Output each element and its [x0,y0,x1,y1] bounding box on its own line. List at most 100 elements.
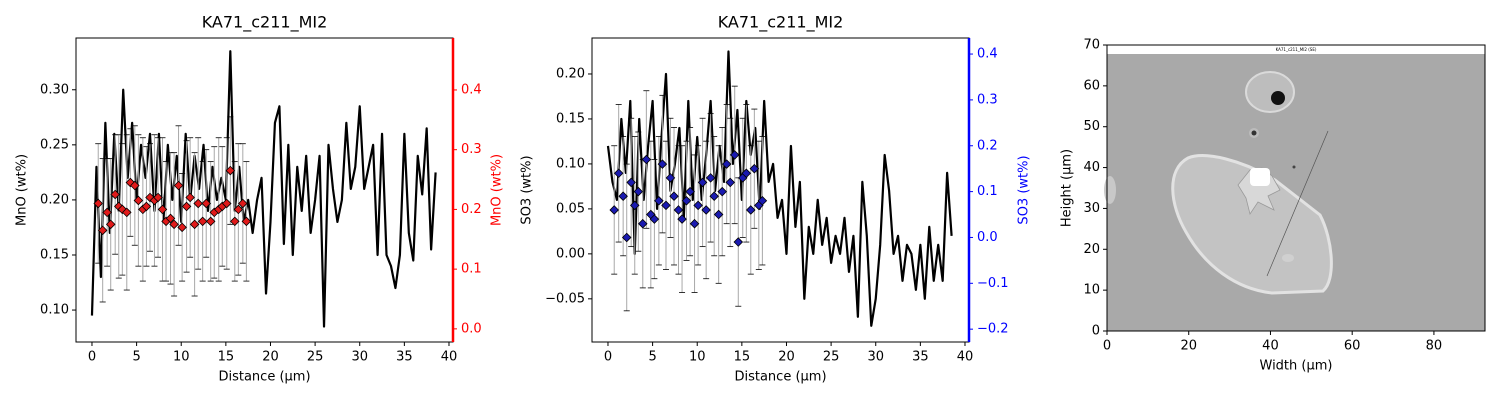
data-point [689,218,700,229]
y2-tick-label: −0.1 [977,276,1009,291]
x-tick-label: 35 [912,350,929,365]
data-point [189,219,200,230]
y2-tick-label: 0.0 [461,321,482,336]
data-point [709,191,719,201]
data-point [173,180,184,191]
y2-tick-label: 0.2 [461,202,482,217]
y-tick-label: 60 [1083,78,1100,93]
y-tick-label: 40 [1083,160,1100,175]
data-point [225,165,236,176]
data-point [205,216,216,227]
y-tick-label: 0.00 [556,246,585,261]
data-point [110,189,120,200]
y-tick-label: 70 [1083,38,1100,53]
x-tick-label: 40 [957,350,974,365]
data-point [729,150,740,160]
data-point [638,218,648,229]
x-tick-label: 5 [648,350,656,365]
x-tick-label: 30 [351,350,368,365]
x-tick-label: 10 [689,350,706,365]
y2-axis-label: MnO (wt%) [490,154,505,226]
y2-tick-label: 0.0 [977,230,998,245]
profile-line [1266,130,1329,277]
chart-title: KA71_c211_MI2 [202,13,328,33]
data-point [181,201,192,212]
x-axis-label: Width (µm) [1260,359,1333,374]
vesicle [1292,165,1296,169]
y-tick-label: −0.05 [545,291,585,306]
y2-tick-label: 0.4 [461,82,482,97]
x-tick-label: 10 [173,350,190,365]
data-point [741,168,752,179]
data-point [93,198,103,209]
crystal-core [1250,168,1270,186]
y-tick-label: 0.25 [40,137,69,152]
data-point [618,191,628,201]
x-tick-label: 15 [218,350,235,365]
y-tick-label: 0.15 [40,247,69,262]
data-point [133,195,144,206]
x-tick-label: 80 [1426,339,1443,354]
data-point [713,209,724,220]
data-point [717,186,727,197]
data-point [705,173,716,183]
y2-tick-label: 0.1 [977,184,998,199]
y-tick-label: 0 [1092,324,1100,339]
data-point [626,177,636,188]
data-point [685,186,695,197]
data-point [105,219,116,230]
data-point [673,205,684,215]
data-line [606,50,953,327]
y-tick-label: 0.10 [556,156,585,171]
y2-tick-label: 0.2 [977,138,998,153]
y-tick-label: 0.10 [40,303,69,318]
x-tick-label: 20 [262,350,279,365]
y2-tick-label: 0.4 [977,47,998,62]
data-point [681,196,692,206]
vesicle [1251,130,1257,136]
y2-tick-label: 0.1 [461,262,482,277]
data-point [621,232,632,243]
data-point [701,205,711,215]
y2-axis-label: SO3 (wt%) [1017,155,1032,224]
data-point [757,196,768,206]
edge-glow [1104,176,1116,204]
data-point [725,177,736,188]
x-tick-label: 60 [1344,339,1361,354]
y-axis-label: SO3 (wt%) [520,155,535,224]
y-axis-label: Height (µm) [1060,149,1075,227]
x-tick-label: 35 [396,350,413,365]
data-point [185,192,195,203]
data-point [193,198,203,209]
data-point [677,214,687,224]
y2-tick-label: 0.3 [977,92,998,107]
x-tick-label: 20 [778,350,795,365]
x-tick-label: 25 [823,350,840,365]
data-point [697,177,708,188]
data-point [693,200,703,211]
vesicle [1271,91,1285,105]
data-point [157,204,168,215]
chart-title: KA71_c211_MI2 [718,13,844,33]
y-tick-label: 30 [1083,201,1100,216]
data-point [629,200,640,211]
axes-frame [75,37,454,343]
data-point [654,196,664,206]
y-tick-label: 0.20 [556,66,585,81]
data-point [746,205,756,215]
x-tick-label: 0 [1103,339,1111,354]
data-point [169,219,179,230]
data-point [221,198,232,209]
data-point [669,191,679,201]
data-point [233,204,244,215]
data-line [90,50,437,328]
y-tick-label: 0.05 [556,201,585,216]
y2-tick-label: 0.3 [461,142,482,157]
x-axis-label: Distance (µm) [734,370,826,385]
x-tick-label: 15 [734,350,751,365]
spot [1282,254,1294,262]
y-tick-label: 0.15 [556,111,585,126]
data-point [609,205,619,215]
x-tick-label: 5 [132,350,140,365]
